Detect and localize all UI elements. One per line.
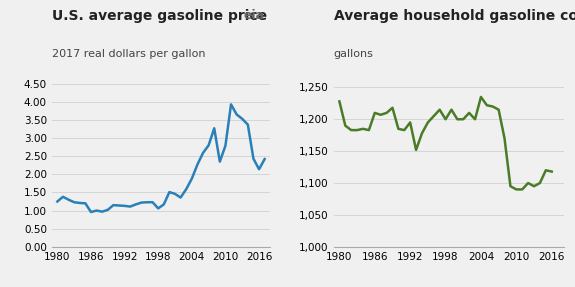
Text: 2017 real dollars per gallon: 2017 real dollars per gallon [52, 49, 205, 59]
Text: gallons: gallons [334, 49, 373, 59]
Text: eia: eia [243, 9, 264, 22]
Text: U.S. average gasoline price: U.S. average gasoline price [52, 9, 267, 23]
Text: Average household gasoline consumption: Average household gasoline consumption [334, 9, 575, 23]
